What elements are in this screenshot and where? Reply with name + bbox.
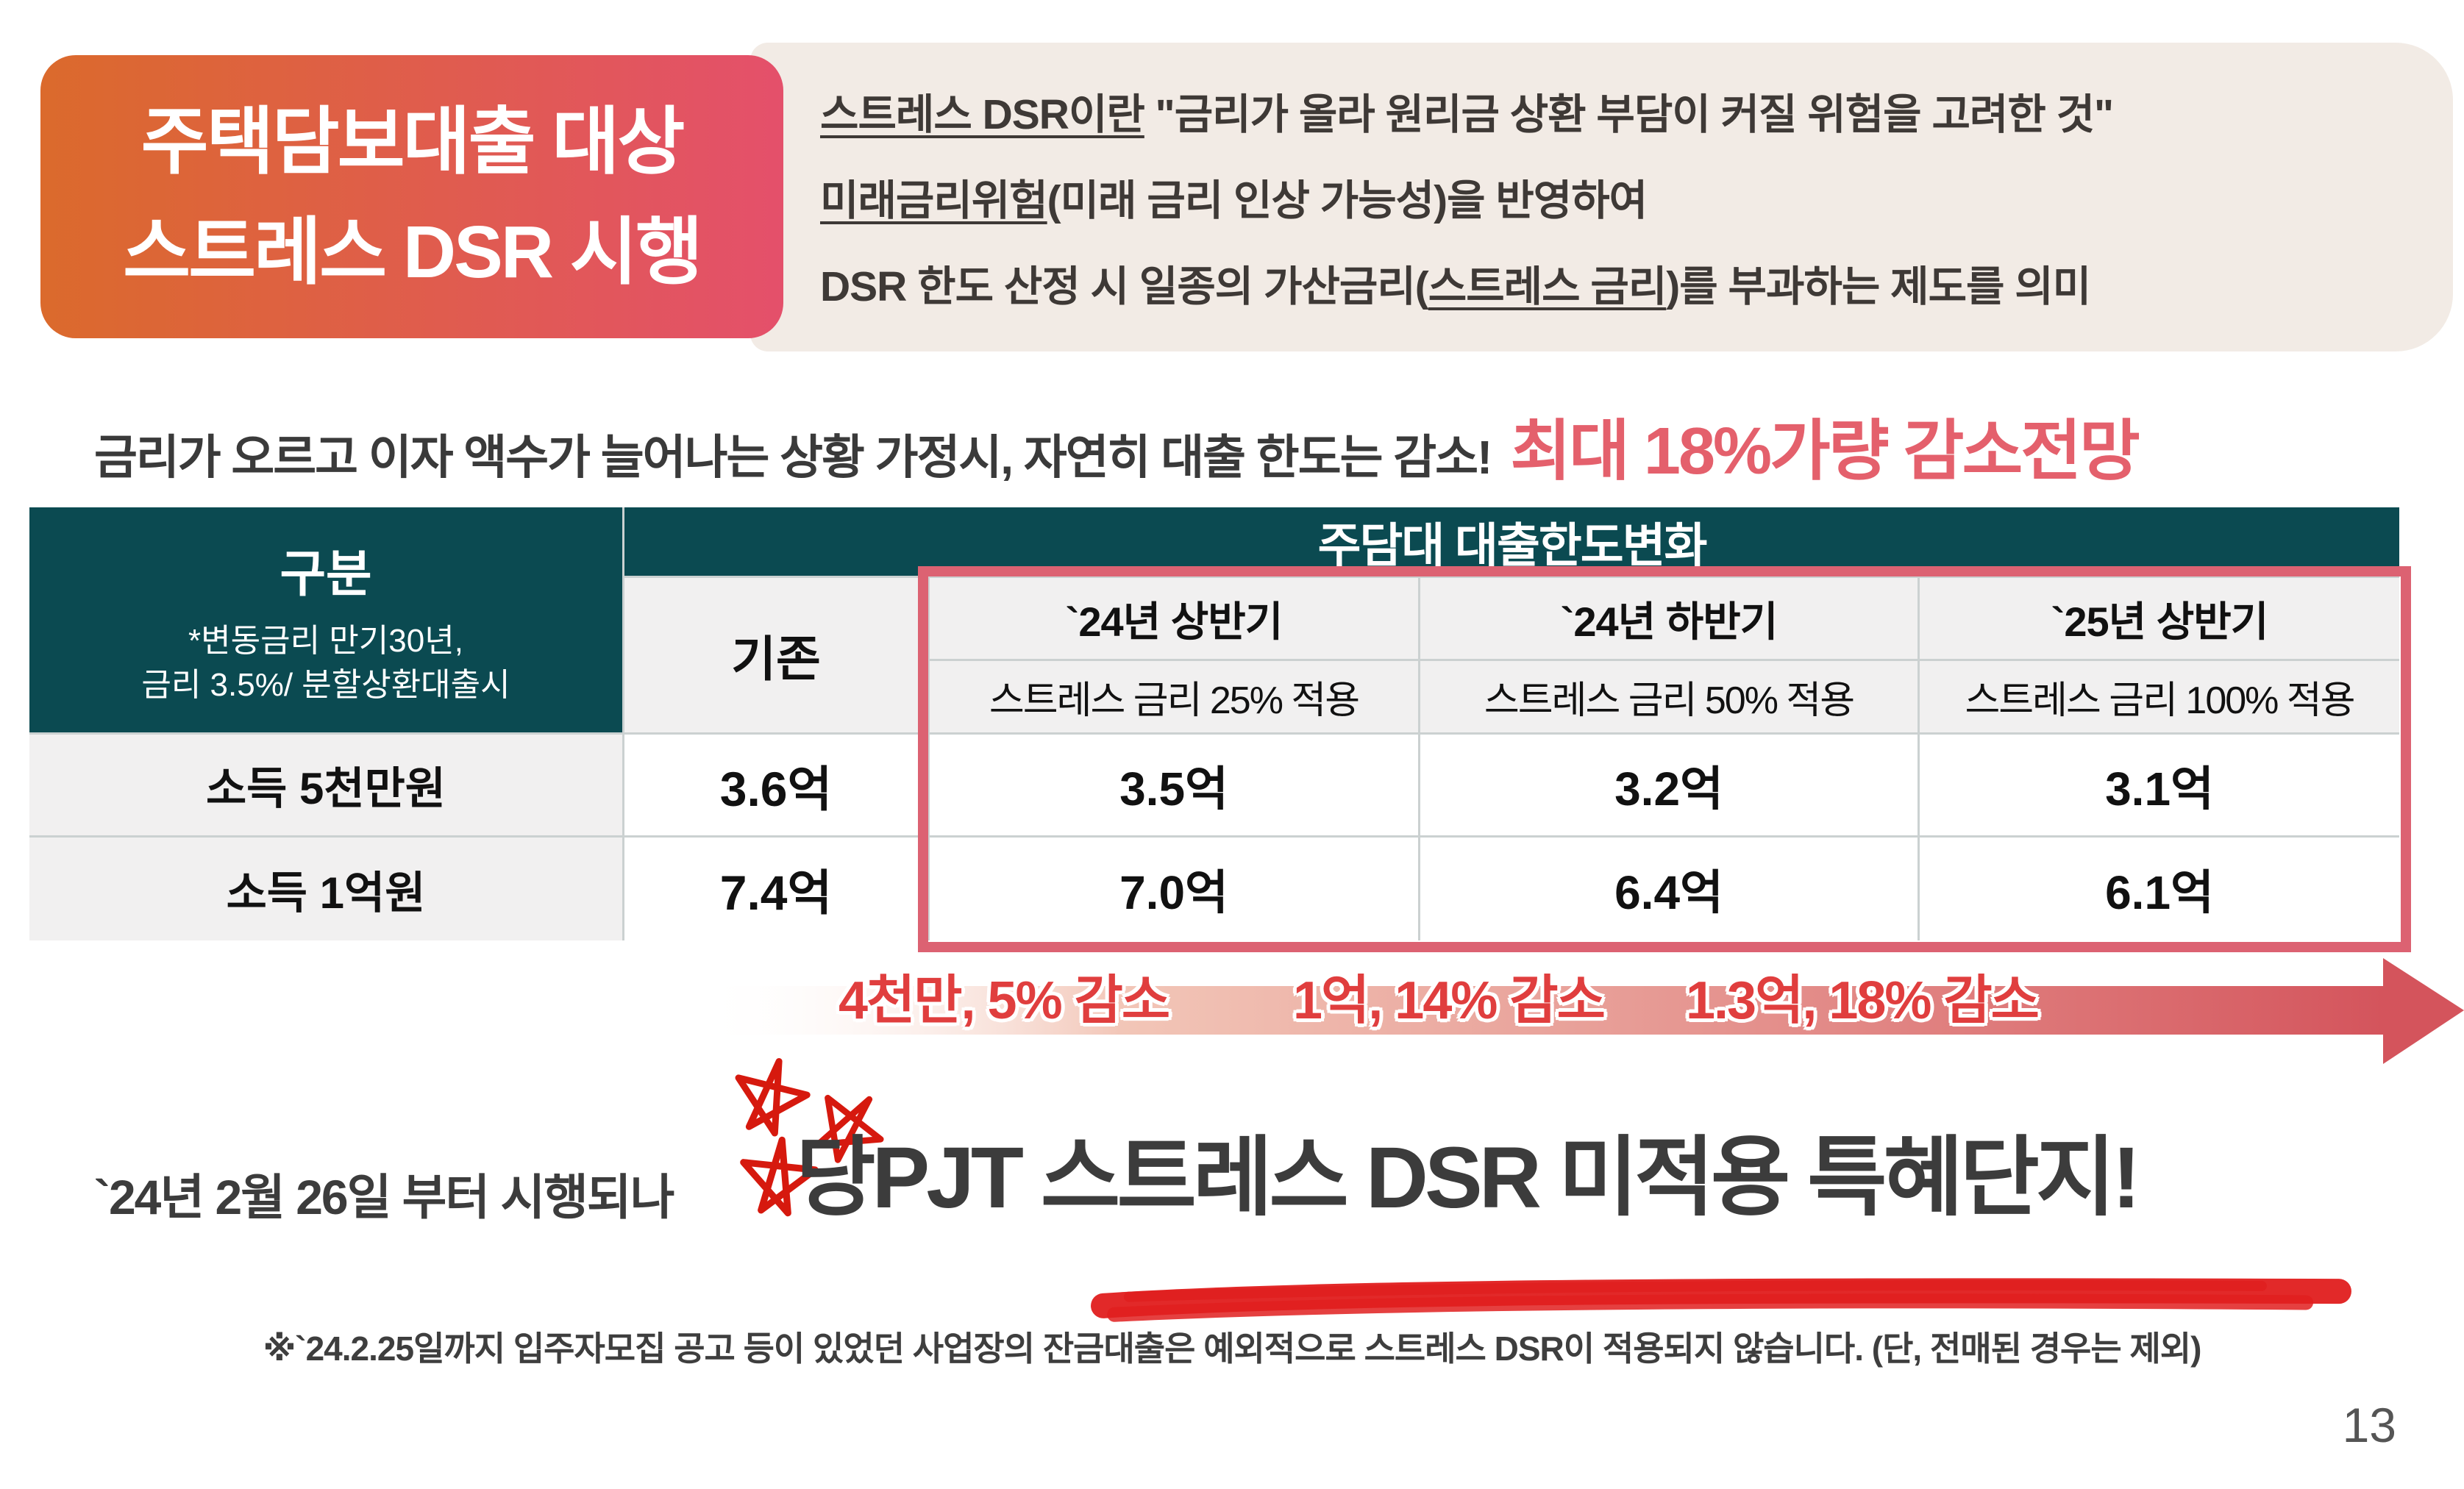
- star-doodle-icon: [735, 1057, 884, 1217]
- period-header-24h1: `24년 상반기: [930, 578, 1418, 659]
- description-line-2: 미래금리위험(미래 금리 인상 가능성)을 반영하여: [820, 177, 1648, 224]
- underlined-term: 스트레스 DSR이란: [820, 91, 1145, 138]
- stress-header-100: 스트레스 금리 100% 적용: [1920, 661, 2399, 732]
- headline-main: 금리가 오르고 이자 액수가 늘어나는 상황 가정시, 자연히 대출 한도는 감…: [94, 431, 1492, 484]
- cell-50m-existing: 3.6억: [624, 735, 927, 835]
- stress-header-25: 스트레스 금리 25% 적용: [930, 661, 1418, 732]
- table-header-gubun: 구분 *변동금리 만기30년, 금리 3.5%/ 분할상환대출시: [29, 507, 622, 732]
- headline-highlight: 최대 18%가량 감소전망: [1510, 415, 2140, 488]
- row-label-50m: 소득 5천만원: [29, 735, 622, 835]
- period-header-25h1: `25년 상반기: [1920, 578, 2399, 659]
- cell-100m-24h2: 6.4억: [1420, 838, 1918, 940]
- title-line-2: 스트레스 DSR 시행: [123, 210, 703, 293]
- footnote: ※`24.2.25일까지 입주자모집 공고 등이 있었던 사업장의 잔금대출은 …: [263, 1329, 2202, 1368]
- cell-100m-24h1: 7.0억: [930, 838, 1418, 940]
- arrow-gradient-icon: [699, 958, 2464, 1064]
- cell-50m-24h2: 3.2억: [1420, 735, 1918, 835]
- underlined-term: 미래금리위험: [820, 177, 1048, 224]
- arrow-label-3: 1.3억, 18% 감소: [1686, 971, 2040, 1030]
- arrow-label-1: 4천만, 5% 감소: [838, 971, 1170, 1030]
- gubun-subtitle: *변동금리 만기30년, 금리 3.5%/ 분할상환대출시: [141, 623, 510, 703]
- cell-100m-existing: 7.4억: [624, 838, 927, 940]
- row-label-100m: 소득 1억원: [29, 838, 622, 940]
- description-line-1: 스트레스 DSR이란 "금리가 올라 원리금 상환 부담이 커질 위험을 고려한…: [820, 91, 2114, 138]
- period-header-24h2: `24년 하반기: [1420, 578, 1918, 659]
- stress-header-50: 스트레스 금리 50% 적용: [1420, 661, 1918, 732]
- scribble-underline-icon: [1091, 1278, 2351, 1322]
- table-header-existing: 기존: [624, 578, 927, 732]
- loan-limit-table: 구분 *변동금리 만기30년, 금리 3.5%/ 분할상환대출시 주담대 대출한…: [29, 507, 2399, 940]
- description-line-3: DSR 한도 산정 시 일종의 가산금리(스트레스 금리)를 부과하는 제도를 …: [820, 263, 2091, 310]
- decrease-arrow: 4천만, 5% 감소 1억, 14% 감소 1.3억, 18% 감소: [699, 952, 2464, 1070]
- cell-50m-25h1: 3.1억: [1920, 735, 2399, 835]
- title-line-1: 주택담보대출 대상: [140, 100, 686, 183]
- bottom-main-text: 당PJT 스트레스 DSR 미적용 특혜단지!: [796, 1129, 2141, 1226]
- underlined-term: 스트레스 금리: [1428, 263, 1667, 310]
- page-number: 13: [2342, 1398, 2396, 1452]
- gubun-title: 구분: [279, 546, 372, 603]
- cell-50m-24h1: 3.5억: [930, 735, 1418, 835]
- title-card: 주택담보대출 대상 스트레스 DSR 시행: [40, 55, 783, 338]
- bottom-lead-text: `24년 2월 26일 부터 시행되나: [94, 1170, 674, 1224]
- headline: 금리가 오르고 이자 액수가 늘어나는 상황 가정시, 자연히 대출 한도는 감…: [94, 397, 2448, 493]
- cell-100m-25h1: 6.1억: [1920, 838, 2399, 940]
- description-box: 스트레스 DSR이란 "금리가 올라 원리금 상환 부담이 커질 위험을 고려한…: [750, 43, 2453, 351]
- table-merged-header: 주담대 대출한도변화: [624, 507, 2399, 576]
- arrow-label-2: 1억, 14% 감소: [1293, 971, 1606, 1030]
